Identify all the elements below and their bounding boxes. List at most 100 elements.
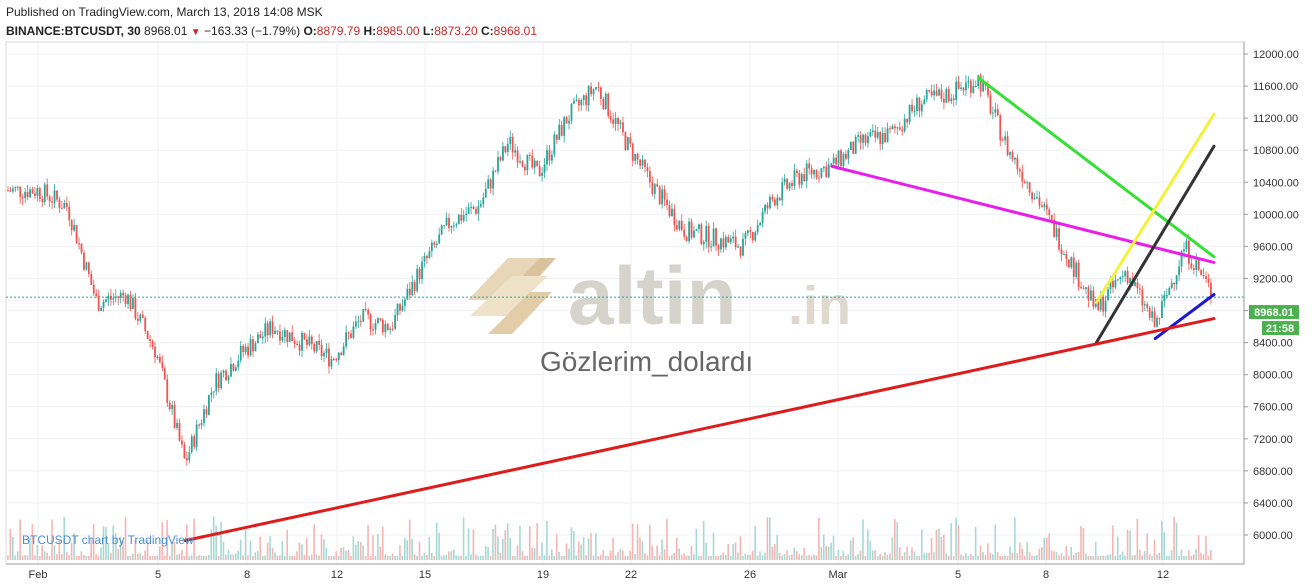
volume-bar <box>1031 555 1033 560</box>
volume-bar <box>524 555 526 560</box>
volume-bar <box>124 517 127 560</box>
volume-bar <box>906 546 908 560</box>
candle-body <box>217 373 220 389</box>
candle-body <box>884 132 886 143</box>
volume-bar <box>803 548 805 560</box>
candle-body <box>1119 277 1122 280</box>
candle-body <box>690 221 693 238</box>
volume-bar <box>90 538 92 560</box>
candle-body <box>264 323 267 337</box>
volume-bar <box>1112 525 1114 560</box>
trendline-blue[interactable] <box>1153 293 1216 341</box>
volume-bar <box>874 550 876 560</box>
candle-body <box>661 189 664 205</box>
candle-body <box>472 206 475 209</box>
candle-body <box>906 118 909 123</box>
candle-body <box>739 246 742 256</box>
volume-bar <box>257 551 259 560</box>
candle-body <box>438 234 441 244</box>
candle-body <box>112 298 115 300</box>
candle-body <box>244 346 247 353</box>
candle-body <box>1183 249 1185 252</box>
trendline-green[interactable] <box>977 76 1216 259</box>
candle-body <box>448 217 450 228</box>
volume-bar <box>622 550 624 560</box>
volume-bar <box>832 535 835 560</box>
candle-body <box>1045 204 1048 210</box>
volume-bar <box>411 538 413 560</box>
open-label: O: <box>303 24 317 38</box>
candle-body <box>793 170 796 187</box>
volume-bar <box>570 527 573 560</box>
volume-bar <box>212 516 215 560</box>
candle-body <box>864 134 867 144</box>
volume-bar <box>519 526 521 560</box>
volume-bar <box>898 547 901 560</box>
candle-body <box>732 236 735 239</box>
candle-body <box>1001 140 1004 142</box>
volume-bar <box>712 532 715 560</box>
volume-bar <box>1114 555 1117 560</box>
candle-body <box>369 314 372 330</box>
volume-bar <box>649 524 651 560</box>
candle-body <box>999 115 1002 141</box>
candle-body <box>1023 181 1026 183</box>
candle-body <box>996 109 999 116</box>
candle-body <box>685 236 688 242</box>
volume-bar <box>766 517 769 560</box>
low-label: L: <box>422 24 435 38</box>
volume-bar <box>987 543 989 560</box>
volume-bar <box>786 550 788 560</box>
volume-bar <box>470 554 472 560</box>
candle-body <box>477 206 480 214</box>
trendline-black[interactable] <box>1094 144 1216 345</box>
candle-body <box>95 293 98 297</box>
candle-body <box>1195 260 1198 271</box>
tradingview-credit[interactable]: BTCUSDT chart by TradingView <box>22 533 194 547</box>
volume-bar <box>727 544 729 560</box>
candle-body <box>1116 279 1119 281</box>
volume-bar <box>65 551 68 560</box>
volume-bar <box>536 523 538 560</box>
volume-bar <box>136 553 139 560</box>
y-tick-label: 9200.00 <box>1253 273 1293 285</box>
volume-bar <box>889 553 891 560</box>
volume-bar <box>778 553 781 560</box>
candle-body <box>874 130 877 138</box>
trendline-magenta[interactable] <box>830 164 1216 264</box>
volume-bar <box>1058 555 1060 560</box>
candle-body <box>90 273 93 285</box>
candle-body <box>31 189 34 194</box>
volume-bar <box>918 555 921 560</box>
candle-body <box>744 233 747 239</box>
trendlines[interactable] <box>183 76 1216 543</box>
candle-body <box>683 229 686 237</box>
volume-bar <box>16 551 19 560</box>
candle-body <box>134 297 137 319</box>
volume-bar <box>261 555 264 560</box>
candle-body <box>587 86 590 105</box>
volume-bar <box>362 545 364 560</box>
candle-body <box>646 167 649 172</box>
volume-bar <box>796 551 798 560</box>
volume-bar <box>504 530 507 560</box>
volume-bar <box>992 554 994 560</box>
trendline-yellow[interactable] <box>1094 112 1216 305</box>
volume-bar <box>577 541 580 560</box>
candle-body <box>585 95 588 105</box>
volume-bar <box>666 518 668 560</box>
volume-bar <box>960 554 962 560</box>
candle-body <box>957 81 960 89</box>
volume-bar <box>1026 542 1028 560</box>
candle-body <box>678 220 681 230</box>
candle-body <box>274 330 276 334</box>
volume-bar <box>935 529 938 560</box>
volume-bar <box>614 555 617 560</box>
volume-bar <box>511 555 514 560</box>
volume-bar <box>132 553 134 560</box>
candle-body <box>53 190 56 203</box>
candle-body <box>965 82 967 91</box>
candle-body <box>56 190 58 200</box>
trendline-red[interactable] <box>183 317 1216 543</box>
